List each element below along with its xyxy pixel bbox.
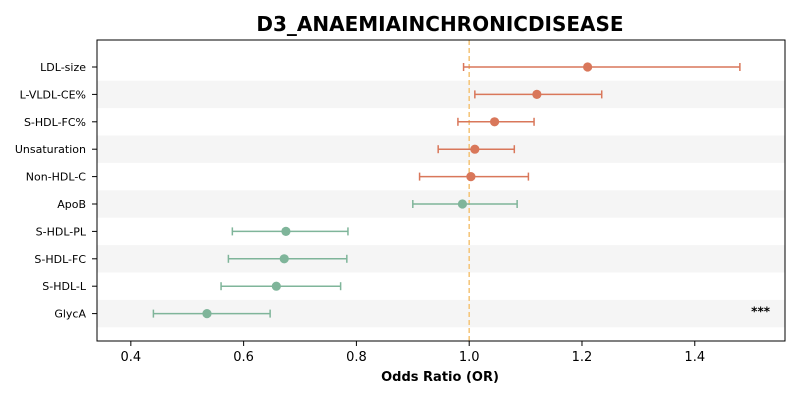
point-estimate <box>202 309 212 319</box>
data-rows: LDL-size L-VLDL-CE% S-HDL-FC% Unsaturation N… <box>15 61 771 321</box>
x-tick-label: 1.4 <box>684 350 705 365</box>
point-estimate <box>271 281 281 291</box>
chart-title: D3_ANAEMIAINCHRONICDISEASE <box>256 12 623 36</box>
significance-annotation: *** <box>751 305 771 319</box>
point-estimate <box>470 144 480 154</box>
row-label: L-VLDL-CE% <box>20 88 86 101</box>
point-estimate <box>466 172 476 182</box>
data-row: Unsaturation <box>15 143 516 156</box>
x-axis-label: Odds Ratio (OR) <box>381 370 499 385</box>
data-row: S-HDL-FC <box>34 253 348 266</box>
row-label: S-HDL-FC <box>34 253 86 266</box>
data-row: Non-HDL-C <box>26 171 530 184</box>
data-row: S-HDL-PL <box>36 225 349 238</box>
data-row: S-HDL-L <box>42 280 342 293</box>
data-row: GlycA *** <box>54 305 770 321</box>
point-estimate <box>489 117 500 127</box>
row-label: Non-HDL-C <box>26 171 87 184</box>
x-tick-label: 0.8 <box>346 350 367 365</box>
data-row: S-HDL-FC% <box>24 116 535 129</box>
row-label: S-HDL-FC% <box>24 116 86 129</box>
x-tick-label: 0.6 <box>233 350 254 365</box>
x-tick-label: 0.4 <box>120 350 141 365</box>
row-stripe <box>97 245 785 273</box>
point-estimate <box>281 226 291 236</box>
data-row: LDL-size <box>40 61 741 74</box>
point-estimate <box>532 89 542 99</box>
row-label: Unsaturation <box>15 143 86 156</box>
data-row: L-VLDL-CE% <box>20 88 603 101</box>
row-label: S-HDL-L <box>42 280 87 293</box>
row-label: GlycA <box>54 308 86 321</box>
x-axis-ticks: 0.4 0.6 0.8 1.0 1.2 1.4 <box>120 341 705 365</box>
row-label: S-HDL-PL <box>36 225 87 238</box>
x-tick-label: 1.0 <box>459 350 480 365</box>
point-estimate <box>279 254 289 264</box>
x-tick-label: 1.2 <box>572 350 593 365</box>
data-row: ApoB <box>57 198 518 211</box>
point-estimate <box>457 199 468 209</box>
row-stripe <box>97 80 785 109</box>
plot-frame <box>96 39 786 342</box>
row-label: LDL-size <box>40 61 86 74</box>
row-label: ApoB <box>57 198 86 211</box>
point-estimate <box>583 62 593 72</box>
